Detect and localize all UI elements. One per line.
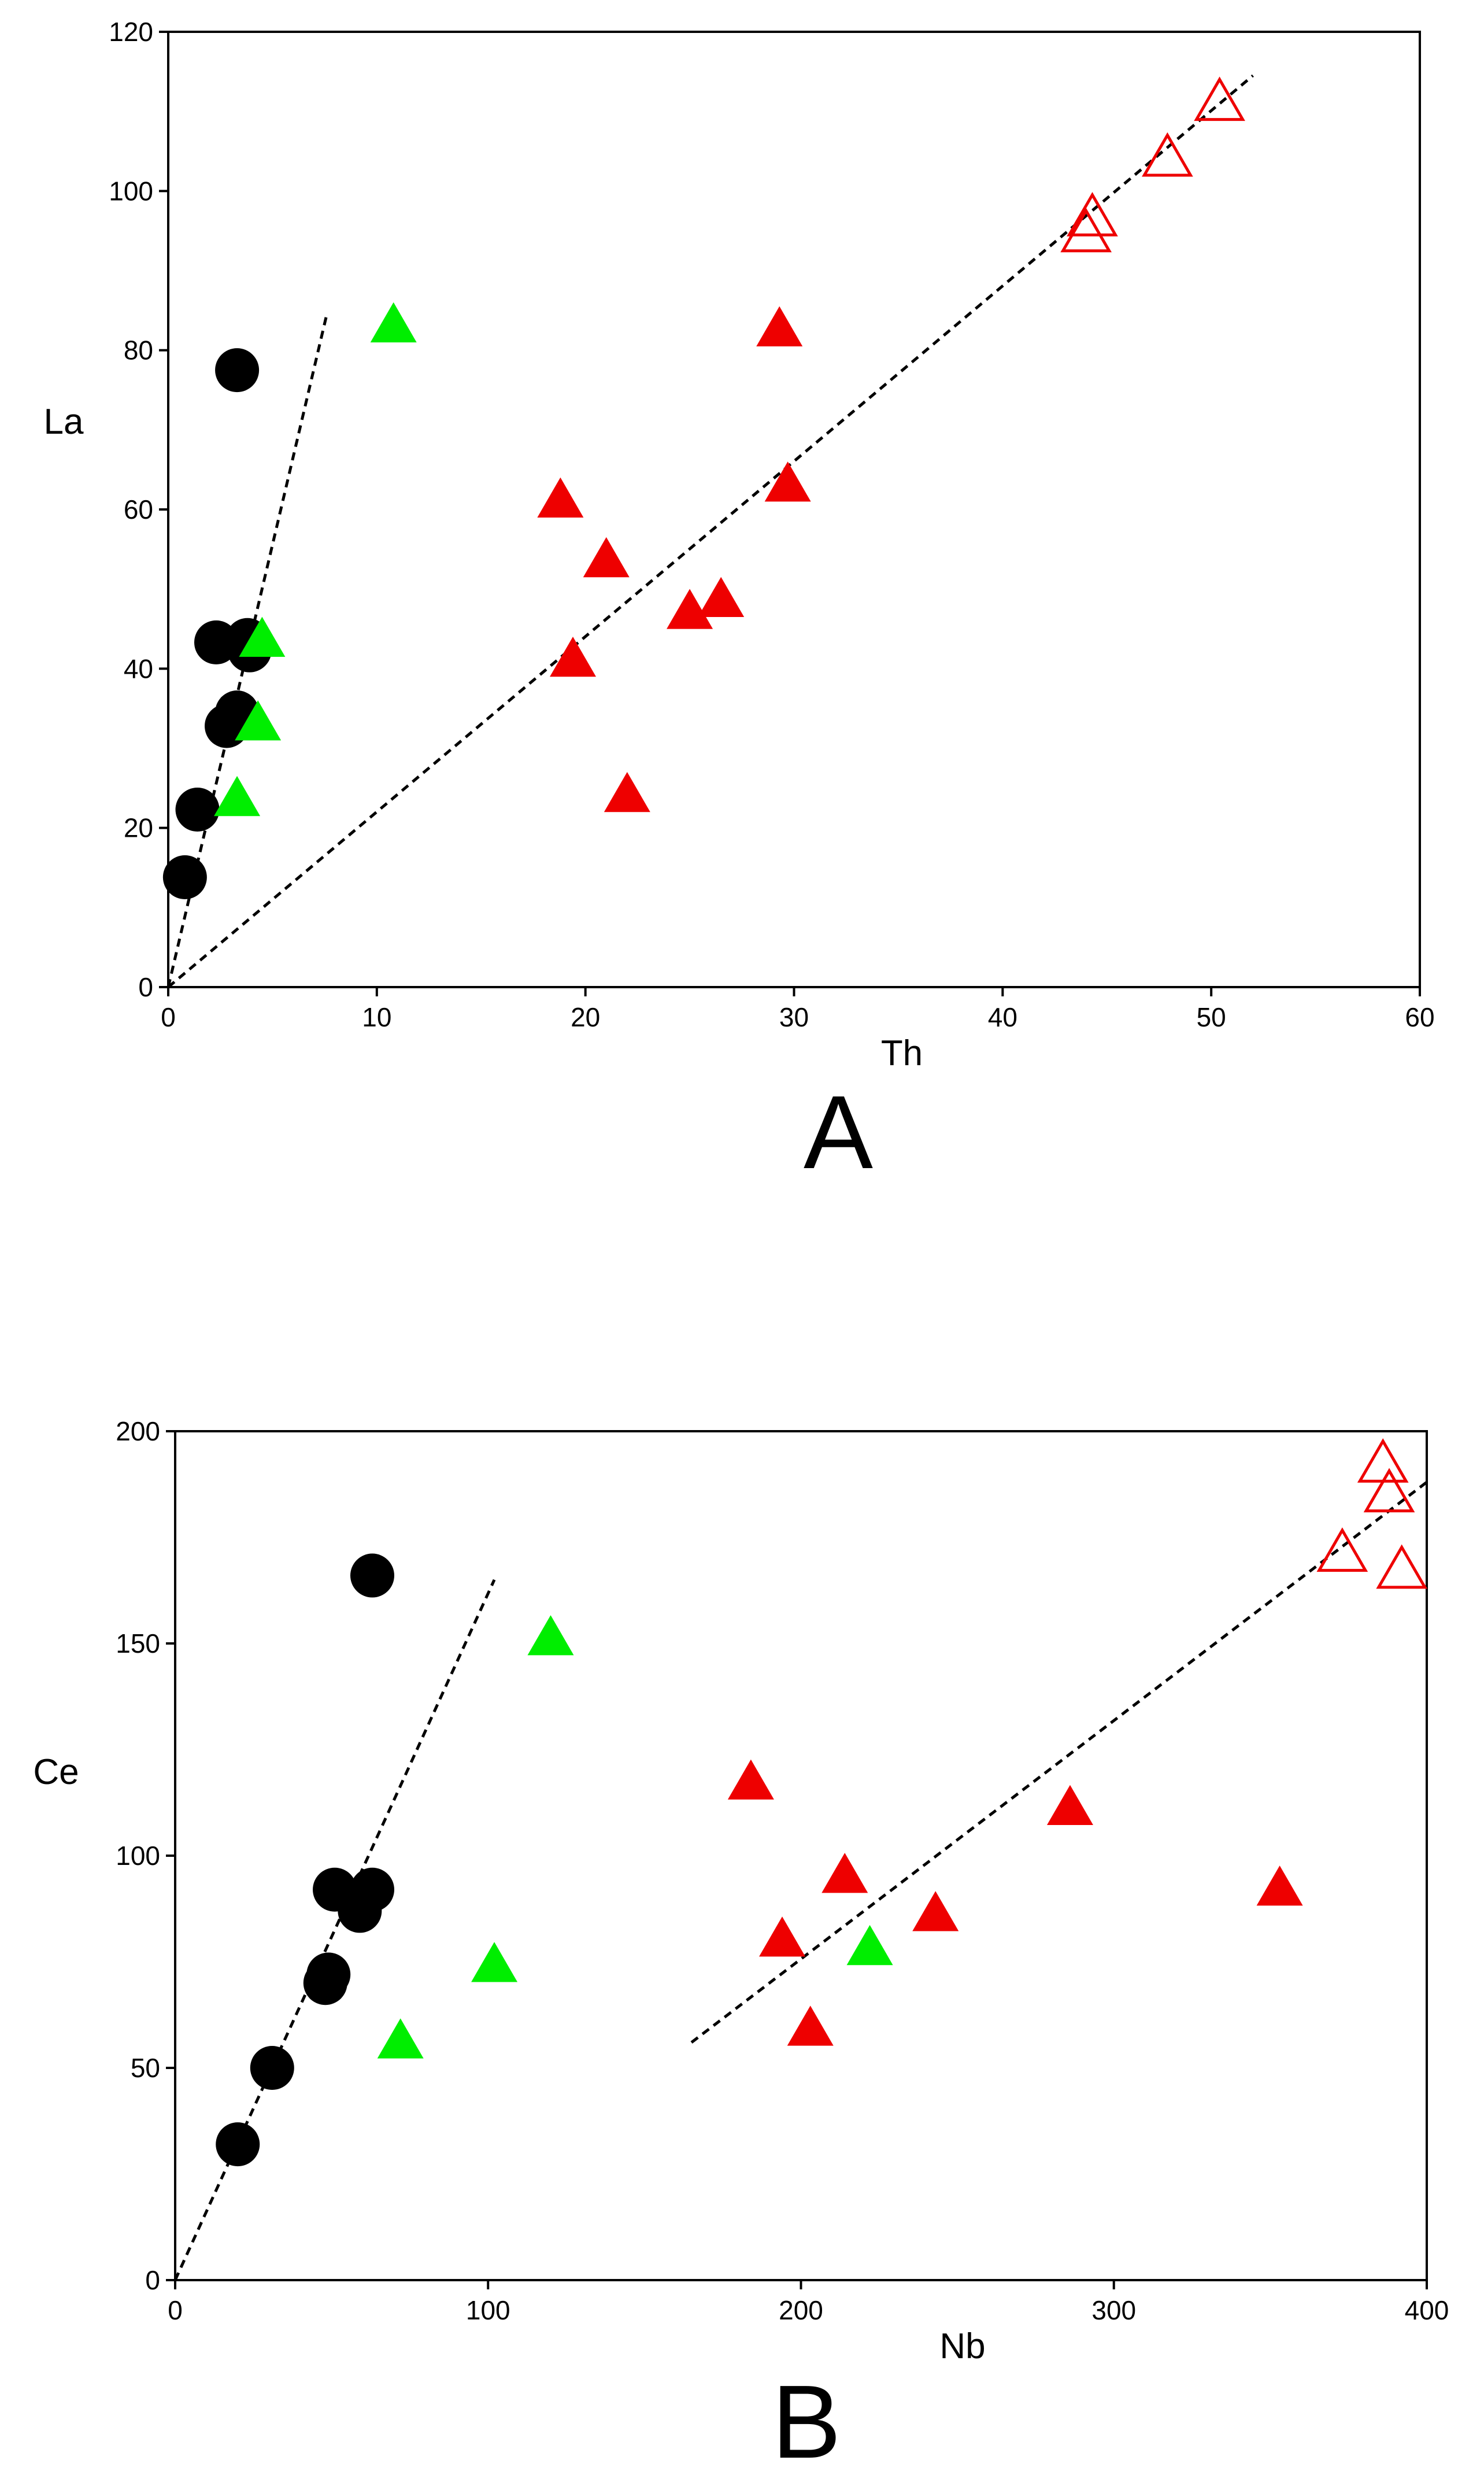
- panel-b-point-filled-triangle: [759, 1916, 806, 1957]
- panel-b-x-tick-label: 0: [168, 2295, 183, 2325]
- panel-a-point-filled-triangle: [239, 616, 286, 657]
- panel-a-point-filled-triangle: [764, 461, 811, 502]
- panel-b-chart: 0 100 200 300 400 0 50 100 150 200 Ce Nb B: [33, 1416, 1449, 2475]
- panel-b-point-open-triangle: [1376, 1544, 1428, 1589]
- panel-a-x-tick-label: 40: [988, 1002, 1017, 1032]
- panel-a-y-tick-label: 100: [109, 176, 153, 206]
- panel-b-y-tick-label: 0: [145, 2265, 160, 2295]
- panel-a-y-tick-label: 40: [124, 653, 153, 684]
- panel-b-point-filled-triangle: [912, 1891, 959, 1931]
- panel-b-point-open-triangle: [1316, 1527, 1368, 1572]
- panel-b-point-filled-triangle: [846, 1924, 893, 1966]
- panel-a-x-tick-label: 10: [362, 1002, 391, 1032]
- panel-a-y-tick-label: 0: [138, 972, 153, 1002]
- panel-b-point-circle: [250, 2046, 294, 2090]
- panel-b-point-filled-triangle: [527, 1615, 574, 1656]
- panel-b-point-circle: [350, 1553, 394, 1598]
- panel-a-y-tick-label: 20: [124, 813, 153, 843]
- panel-b-point-circle: [216, 2122, 260, 2167]
- panel-a-point-filled-triangle: [667, 589, 713, 629]
- panel-b-point-filled-triangle: [821, 1853, 868, 1893]
- panel-a-point-open-triangle: [1067, 191, 1118, 237]
- panel-b-point-filled-triangle: [1256, 1866, 1303, 1906]
- panel-b-y-tick-label: 50: [131, 2053, 160, 2083]
- panel-a-y-tick-label: 80: [124, 335, 153, 365]
- panel-a-x-tick-label: 60: [1405, 1002, 1434, 1032]
- panel-a-point-circle: [162, 855, 207, 900]
- panel-b-y-tick-label: 150: [116, 1628, 160, 1658]
- panel-b-point-filled-triangle: [471, 1942, 518, 1982]
- panel-a-x-axis-title: Th: [881, 1033, 923, 1073]
- panel-a-point-circle: [194, 620, 238, 664]
- panel-a-point-filled-triangle: [537, 477, 584, 518]
- panel-b-letter: B: [772, 2364, 841, 2475]
- panel-a-x-tick-label: 0: [161, 1002, 176, 1032]
- panel-b-y-axis-title: Ce: [33, 1752, 79, 1792]
- panel-a-x-tick-label: 20: [571, 1002, 600, 1032]
- panel-a-chart: 0 10 20 30 40 50 60 0 20 40 60 80 100 120 La ThA: [44, 17, 1435, 1191]
- panel-a-y-tick-label: 120: [109, 17, 153, 47]
- panel-b-point-open-triangle: [1363, 1468, 1415, 1513]
- panel-b-point-filled-triangle: [727, 1759, 774, 1800]
- panel-b-x-tick-label: 200: [779, 2295, 823, 2325]
- panel-a-point-filled-triangle: [604, 772, 650, 812]
- panel-a-y-tick-label: 60: [124, 494, 153, 524]
- panel-b-point-filled-triangle: [1046, 1785, 1093, 1825]
- panel-a-point-filled-triangle: [698, 577, 745, 618]
- panel-a-point-circle: [205, 704, 249, 748]
- panel-a-x-tick-label: 30: [779, 1002, 809, 1032]
- panel-a-point-open-triangle: [1142, 132, 1193, 177]
- panel-b-x-axis-title: Nb: [939, 2326, 985, 2366]
- panel-b-y-tick-label: 100: [116, 1841, 160, 1871]
- panel-a-point-filled-triangle: [214, 775, 261, 817]
- panel-b-y-tick-label: 200: [116, 1416, 160, 1446]
- panel-b-point-circle: [303, 1961, 347, 2005]
- panel-a-point-filled-triangle: [550, 636, 597, 677]
- panel-b-x-tick-label: 100: [466, 2295, 510, 2325]
- panel-a-point-open-triangle: [1194, 76, 1245, 121]
- panel-a-y-axis-title: La: [44, 402, 84, 442]
- panel-a-point-filled-triangle: [370, 302, 417, 343]
- panel-b-point-filled-triangle: [377, 2018, 424, 2059]
- panel-b-x-tick-label: 300: [1091, 2295, 1136, 2325]
- panel-b-x-tick-label: 400: [1405, 2295, 1449, 2325]
- panel-a-point-filled-triangle: [756, 306, 803, 346]
- panel-a-x-tick-label: 50: [1197, 1002, 1226, 1032]
- panel-b-trend-line: [690, 1481, 1428, 2044]
- panel-a-point-open-triangle: [1060, 208, 1112, 253]
- panel-a-point-filled-triangle: [583, 537, 630, 578]
- panel-a-point-circle: [175, 788, 220, 832]
- panel-b-point-filled-triangle: [787, 2005, 834, 2046]
- panel-a-point-filled-triangle: [235, 700, 282, 741]
- panel-a-letter: A: [804, 1074, 873, 1191]
- panel-a-point-circle: [215, 348, 260, 393]
- panel-b-point-circle: [338, 1889, 382, 1933]
